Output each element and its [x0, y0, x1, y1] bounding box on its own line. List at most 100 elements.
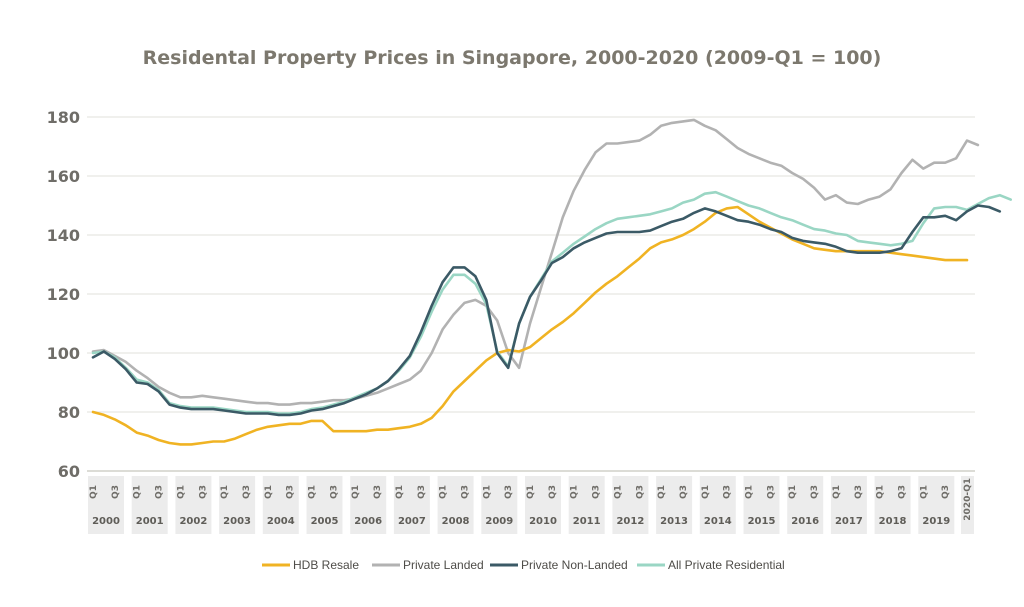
quarter-tick-label: Q1 — [264, 485, 274, 499]
quarter-tick-label: Q1 — [570, 485, 580, 499]
year-label: 2014 — [704, 516, 732, 527]
year-label: 2009 — [485, 516, 513, 527]
year-label: 2010 — [529, 516, 557, 527]
year-box — [131, 476, 168, 534]
chart-title: Residental Property Prices in Singapore,… — [143, 47, 882, 69]
quarter-tick-label: Q3 — [460, 485, 470, 499]
quarter-tick-label: Q1 — [745, 485, 755, 499]
quarter-tick-label: Q3 — [373, 485, 383, 499]
quarter-tick-label: Q1 — [657, 485, 667, 499]
year-box — [568, 476, 605, 534]
year-label: 2003 — [223, 516, 251, 527]
quarter-tick-label: Q3 — [286, 485, 296, 499]
year-box — [874, 476, 911, 534]
legend-label: HDB Resale — [293, 558, 359, 572]
quarter-tick-label: Q3 — [723, 485, 733, 499]
quarter-tick-label: Q3 — [766, 485, 776, 499]
year-box — [656, 476, 693, 534]
year-label: 2015 — [748, 516, 776, 527]
quarter-tick-label: Q1 — [176, 485, 186, 499]
quarter-tick-label: Q3 — [155, 485, 165, 499]
year-box — [88, 476, 124, 534]
year-label: 2012 — [616, 516, 644, 527]
year-label: 2011 — [573, 516, 601, 527]
year-label: 2001 — [136, 516, 164, 527]
quarter-tick-label: Q1 — [89, 485, 99, 499]
year-box — [437, 476, 474, 534]
series-line-private-non-landed — [91, 204, 1002, 417]
quarter-tick-label: Q3 — [111, 485, 121, 499]
year-label: 2008 — [442, 516, 470, 527]
legend-label: Private Landed — [403, 558, 484, 572]
quarter-tick-label: Q3 — [635, 485, 645, 499]
year-label: 2019 — [922, 516, 950, 527]
quarter-tick-label: Q1 — [482, 485, 492, 499]
year-box — [612, 476, 649, 534]
y-tick-label: 180 — [47, 108, 80, 127]
quarter-tick-label: Q1 — [613, 485, 623, 499]
quarter-tick-label: Q1 — [832, 485, 842, 499]
year-label: 2017 — [835, 516, 863, 527]
final-quarter-label: 2020-Q1 — [963, 478, 973, 521]
year-box — [350, 476, 387, 534]
year-box — [743, 476, 780, 534]
year-box — [918, 476, 955, 534]
year-label: 2006 — [354, 516, 382, 527]
quarter-tick-label: Q3 — [592, 485, 602, 499]
year-label: 2016 — [791, 516, 819, 527]
quarter-tick-label: Q3 — [941, 485, 951, 499]
series-lines — [91, 118, 1013, 446]
year-box — [525, 476, 561, 534]
y-tick-label: 120 — [47, 285, 80, 304]
series-line-hdb-resale — [91, 205, 969, 446]
year-box — [219, 476, 256, 534]
legend-item: Private Non-Landed — [490, 558, 628, 572]
year-box — [175, 476, 212, 534]
x-axis: Q1 Q3 2000 Q1 Q3 2001 Q1 Q3 2002 Q1 Q3 2003 Q1 Q3 2004… — [88, 476, 974, 534]
quarter-tick-label: Q1 — [395, 485, 405, 499]
quarter-tick-label: Q1 — [351, 485, 361, 499]
legend-item: Private Landed — [372, 558, 484, 572]
year-label: 2005 — [311, 516, 339, 527]
year-box — [830, 476, 867, 534]
y-tick-label: 160 — [47, 167, 80, 186]
series-line-private-landed — [91, 118, 980, 406]
year-box — [481, 476, 518, 534]
quarter-tick-label: Q3 — [417, 485, 427, 499]
legend: HDB Resale Private Landed Private Non-Land… — [262, 558, 785, 572]
y-tick-label: 100 — [47, 344, 80, 363]
quarter-tick-label: Q1 — [220, 485, 230, 499]
quarter-tick-label: Q1 — [701, 485, 711, 499]
quarter-tick-label: Q3 — [242, 485, 252, 499]
year-label: 2018 — [879, 516, 907, 527]
year-label: 2002 — [179, 516, 207, 527]
quarter-tick-label: Q1 — [439, 485, 449, 499]
year-box — [787, 476, 824, 534]
quarter-tick-label: Q3 — [329, 485, 339, 499]
quarter-tick-label: Q3 — [548, 485, 558, 499]
quarter-tick-label: Q3 — [679, 485, 689, 499]
quarter-tick-label: Q1 — [133, 485, 143, 499]
quarter-tick-label: Q3 — [897, 485, 907, 499]
quarter-tick-label: Q3 — [810, 485, 820, 499]
year-label: 2000 — [92, 516, 120, 527]
y-axis-ticks: 60 80 100 120 140 160 180 — [47, 108, 80, 481]
quarter-tick-label: Q1 — [526, 485, 536, 499]
year-box — [961, 476, 974, 534]
legend-item: HDB Resale — [262, 558, 359, 572]
year-label: 2013 — [660, 516, 688, 527]
quarter-tick-label: Q1 — [919, 485, 929, 499]
year-box — [306, 476, 343, 534]
legend-label: Private Non-Landed — [521, 558, 628, 572]
y-tick-label: 140 — [47, 226, 80, 245]
quarter-tick-label: Q3 — [854, 485, 864, 499]
quarter-tick-label: Q1 — [876, 485, 886, 499]
year-label: 2007 — [398, 516, 426, 527]
quarter-tick-label: Q1 — [308, 485, 318, 499]
quarter-tick-label: Q3 — [504, 485, 514, 499]
year-label: 2004 — [267, 516, 295, 527]
legend-item: All Private Residential — [637, 558, 785, 572]
year-box — [393, 476, 430, 534]
series-line-all-private-residential — [91, 190, 1013, 415]
